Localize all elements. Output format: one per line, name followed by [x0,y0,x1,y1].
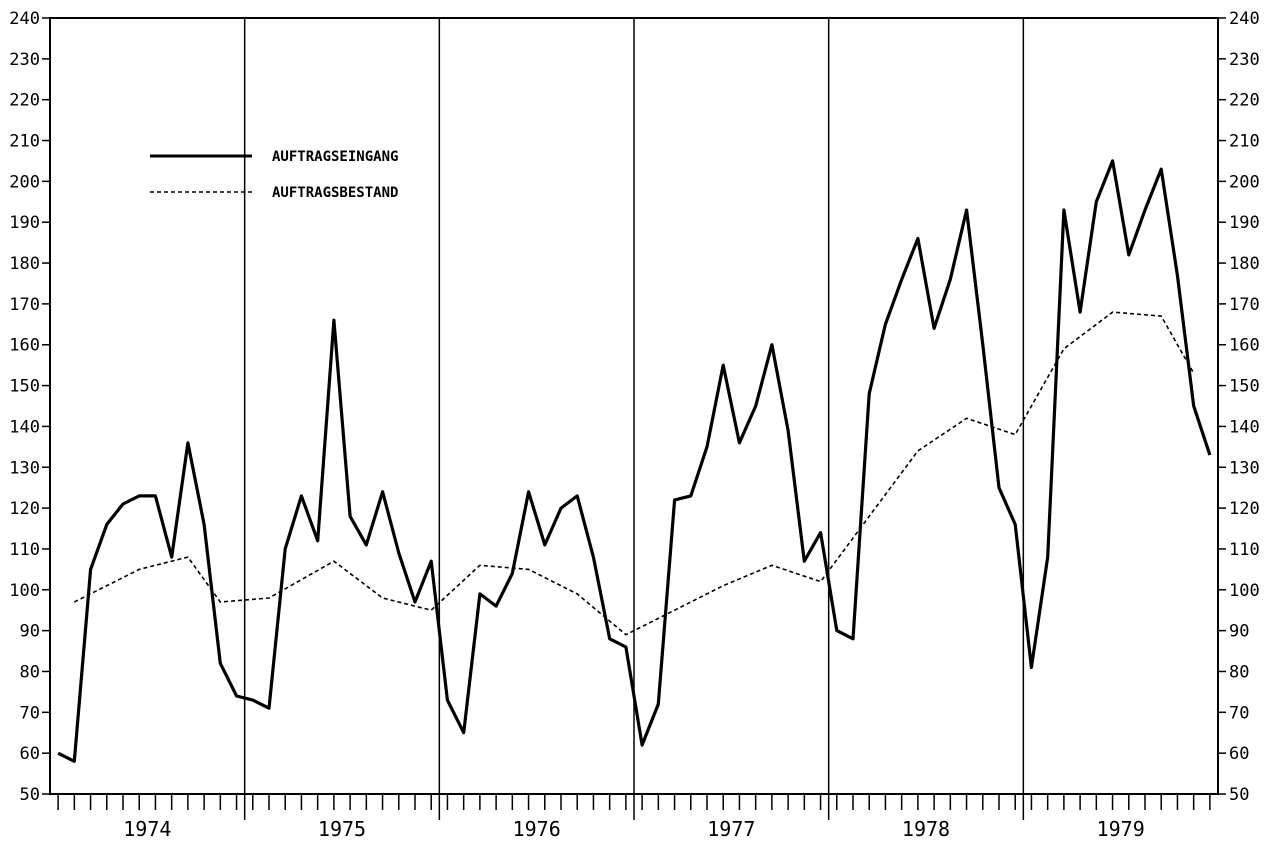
y-tick-label-right: 200 [1229,172,1260,192]
y-tick-label-right: 60 [1229,744,1249,764]
legend-label-auftragsbestand: AUFTRAGSBESTAND [272,185,398,201]
y-tick-label-right: 80 [1229,662,1249,682]
y-tick-label-left: 240 [9,9,40,29]
y-tick-label-left: 220 [9,91,40,111]
y-tick-label-left: 110 [9,540,40,560]
y-tick-label-left: 80 [20,662,40,682]
y-tick-label-right: 120 [1229,499,1260,519]
y-axis-left: 50 60 70 80 90 100 110 120 130 140 150 160 170 180 190… [9,9,50,805]
y-tick-label-left: 200 [9,172,40,192]
year-label-1979: 1979 [1097,817,1145,841]
year-label-1974: 1974 [123,817,171,841]
y-tick-label-left: 130 [9,458,40,478]
y-tick-label-right: 230 [1229,50,1260,70]
y-tick-label-left: 160 [9,336,40,356]
y-tick-label-left: 70 [20,703,40,723]
y-tick-label-right: 190 [1229,213,1260,233]
y-tick-label-left: 100 [9,581,40,601]
y-tick-label-right: 240 [1229,9,1260,29]
y-tick-label-right: 180 [1229,254,1260,274]
y-tick-label-left: 180 [9,254,40,274]
y-axis-right: 50 60 70 80 90 100 110 120 130 140 150 160 170 180 190… [1218,9,1260,805]
year-dividers [243,18,1025,820]
y-tick-label-right: 140 [1229,417,1260,437]
year-label-1975: 1975 [318,817,366,841]
y-tick-label-left: 190 [9,213,40,233]
y-tick-label-left: 50 [20,785,40,805]
year-label-1977: 1977 [707,817,755,841]
y-tick-label-left: 60 [20,744,40,764]
y-tick-label-right: 150 [1229,377,1260,397]
series-line-auftragseingang [57,159,1212,763]
y-tick-label-right: 90 [1229,622,1249,642]
series-layer [57,159,1212,763]
year-labels: 1974 1975 1976 1977 1978 1979 [123,817,1145,841]
y-tick-label-right: 130 [1229,458,1260,478]
y-tick-label-left: 150 [9,377,40,397]
year-label-1976: 1976 [513,817,561,841]
legend: AUFTRAGSEINGANG AUFTRAGSBESTAND [150,149,398,201]
y-tick-label-right: 50 [1229,785,1249,805]
y-tick-label-right: 160 [1229,336,1260,356]
y-tick-label-left: 170 [9,295,40,315]
year-label-1978: 1978 [902,817,950,841]
y-tick-label-left: 230 [9,50,40,70]
y-tick-label-left: 210 [9,132,40,152]
y-tick-label-left: 90 [20,622,40,642]
series-line-auftragsbestand [73,311,1195,636]
month-ticks [57,794,1211,810]
y-tick-label-right: 220 [1229,91,1260,111]
y-tick-label-right: 110 [1229,540,1260,560]
y-tick-label-right: 170 [1229,295,1260,315]
y-tick-label-right: 100 [1229,581,1260,601]
y-tick-label-left: 140 [9,417,40,437]
legend-label-auftragseingang: AUFTRAGSEINGANG [272,149,398,165]
y-tick-label-left: 120 [9,499,40,519]
y-tick-label-right: 210 [1229,132,1260,152]
y-tick-label-right: 70 [1229,703,1249,723]
